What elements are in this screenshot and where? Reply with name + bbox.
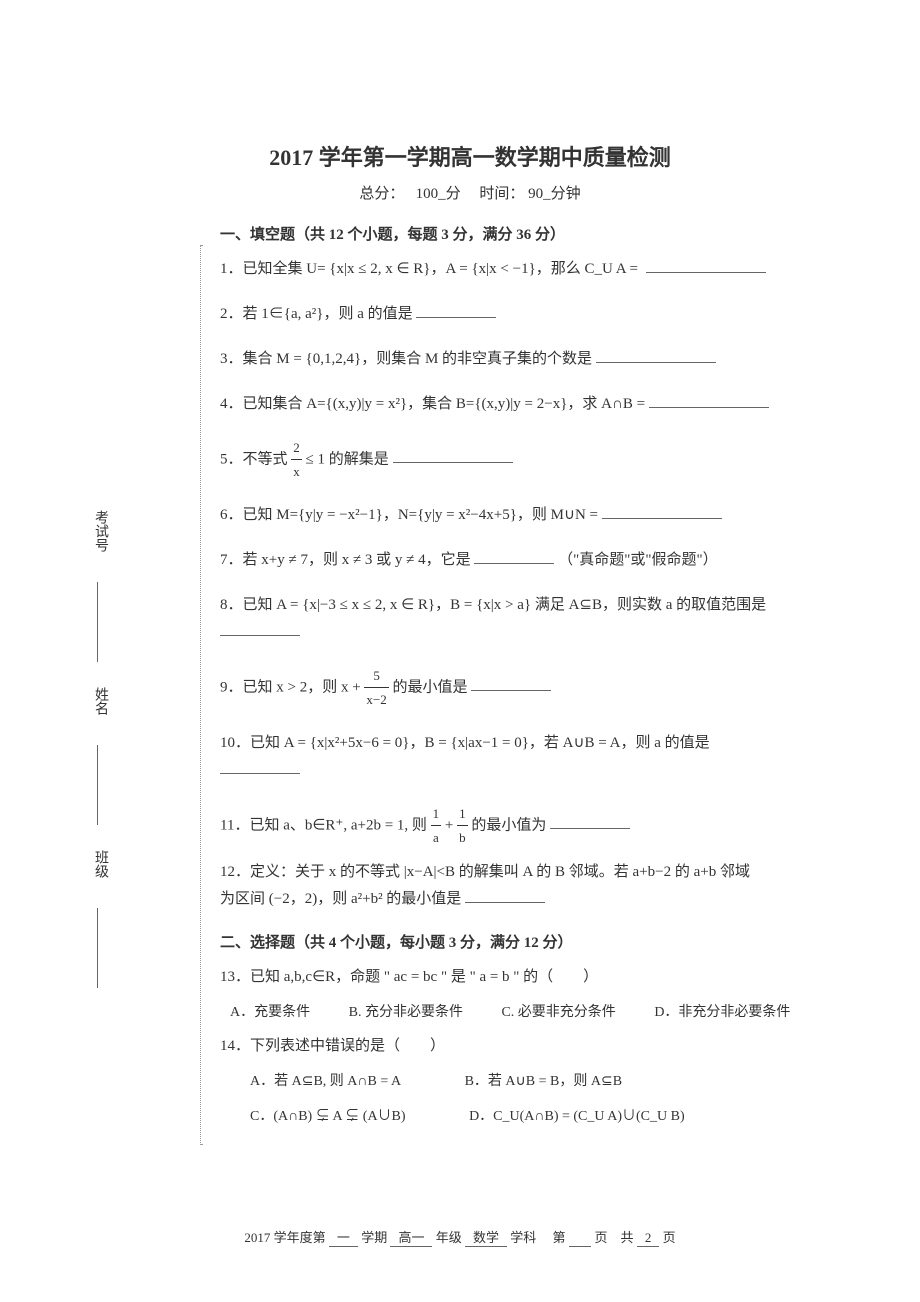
time-label: 时间： bbox=[479, 186, 524, 202]
section2-header: 二、选择题（共 4 个小题，每小题 3 分，满分 12 分） bbox=[220, 931, 870, 952]
q4-text: 4．已知集合 A={(x,y)|y = x²}，集合 B={(x,y)|y = … bbox=[220, 396, 645, 412]
footer-subject: 数学 bbox=[465, 1227, 507, 1247]
q8-blank bbox=[220, 621, 300, 636]
q11-f1-den: a bbox=[431, 826, 442, 849]
q5-blank bbox=[393, 448, 513, 463]
exam-subtitle: 总分： 100_分 时间： 90_分钟 bbox=[70, 182, 870, 203]
q7-text: 7．若 x+y ≠ 7，则 x ≠ 3 或 y ≠ 4，它是 bbox=[220, 552, 471, 568]
q11-mid: + bbox=[445, 817, 457, 833]
q11-blank bbox=[550, 814, 630, 829]
q8-text: 8．已知 A = {x|−3 ≤ x ≤ 2, x ∈ R}，B = {x|x … bbox=[220, 597, 766, 613]
q9-blank bbox=[471, 676, 551, 691]
q14-options-row1: A．若 A⊆B, 则 A∩B = A B．若 A∪B = B，则 A⊆B bbox=[250, 1070, 870, 1090]
footer-year: 2017 学年度第 bbox=[244, 1230, 325, 1245]
q9-suffix: 的最小值是 bbox=[393, 679, 468, 695]
q5-den: x bbox=[291, 460, 302, 483]
q4-blank bbox=[649, 393, 769, 408]
q14-opt-d: D．C_U(A∩B) = (C_U A)∪(C_U B) bbox=[469, 1105, 685, 1125]
q3-text: 3．集合 M = {0,1,2,4}，则集合 M 的非空真子集的个数是 bbox=[220, 351, 592, 367]
q13-opt-a: A．充要条件 bbox=[230, 1001, 310, 1021]
question-10: 10．已知 A = {x|x²+5x−6 = 0}，B = {x|ax−1 = … bbox=[220, 730, 870, 784]
q12-line2: 为区间 (−2，2)，则 a²+b² 的最小值是 bbox=[220, 891, 461, 907]
question-13: 13．已知 a,b,c∈R，命题 " ac = bc " 是 " a = b "… bbox=[220, 964, 870, 991]
q6-text: 6．已知 M={y|y = −x²−1}，N={y|y = x²−4x+5}，则… bbox=[220, 507, 598, 523]
footer-page-blank bbox=[569, 1230, 592, 1247]
q7-blank bbox=[474, 549, 554, 564]
question-1: 1．已知全集 U= {x|x ≤ 2, x ∈ R}，A = {x|x < −1… bbox=[220, 256, 870, 283]
footer-semester-label: 学期 bbox=[361, 1230, 387, 1245]
q2-text: 2．若 1∈{a, a²}，则 a 的值是 bbox=[220, 306, 413, 322]
q10-blank bbox=[220, 759, 300, 774]
footer-semester: 一 bbox=[329, 1227, 358, 1247]
footer-subject-label: 学科 bbox=[510, 1230, 536, 1245]
page-content: 2017 学年第一学期高一数学期中质量检测 总分： 100_分 时间： 90_分… bbox=[70, 140, 870, 1140]
q5-prefix: 5．不等式 bbox=[220, 451, 291, 467]
footer-page-label: 第 bbox=[553, 1230, 566, 1245]
question-3: 3．集合 M = {0,1,2,4}，则集合 M 的非空真子集的个数是 bbox=[220, 346, 870, 373]
footer-total-unit: 页 bbox=[663, 1230, 676, 1245]
time-value: 90_分钟 bbox=[528, 186, 581, 202]
q10-text: 10．已知 A = {x|x²+5x−6 = 0}，B = {x|ax−1 = … bbox=[220, 735, 710, 751]
q9-prefix: 9．已知 x > 2，则 x + bbox=[220, 679, 364, 695]
q5-num: 2 bbox=[291, 436, 302, 460]
q11-prefix: 11．已知 a、b∈R⁺, a+2b = 1, 则 bbox=[220, 817, 431, 833]
footer-total: 2 bbox=[637, 1230, 660, 1247]
footer-grade: 高一 bbox=[390, 1227, 432, 1247]
q11-f1-num: 1 bbox=[431, 802, 442, 826]
q12-line1: 12．定义：关于 x 的不等式 |x−A|<B 的解集叫 A 的 B 邻域。若 … bbox=[220, 864, 750, 880]
q1-text: 1．已知全集 U= {x|x ≤ 2, x ∈ R}，A = {x|x < −1… bbox=[220, 261, 638, 277]
question-5: 5．不等式 2 x ≤ 1 的解集是 bbox=[220, 436, 870, 484]
q14-opt-b: B．若 A∪B = B，则 A⊆B bbox=[465, 1070, 622, 1090]
section1-header: 一、填空题（共 12 个小题，每题 3 分，满分 36 分） bbox=[220, 223, 870, 244]
q9-num: 5 bbox=[364, 664, 388, 688]
question-4: 4．已知集合 A={(x,y)|y = x²}，集合 B={(x,y)|y = … bbox=[220, 391, 870, 418]
question-8: 8．已知 A = {x|−3 ≤ x ≤ 2, x ∈ R}，B = {x|x … bbox=[220, 592, 870, 646]
q14-opt-c: C．(A∩B) ⊊ A ⊊ (A∪B) bbox=[250, 1105, 406, 1125]
q1-blank bbox=[646, 258, 766, 273]
q11-f2-den: b bbox=[457, 826, 468, 849]
footer-grade-label: 年级 bbox=[436, 1230, 462, 1245]
q14-opt-a: A．若 A⊆B, 则 A∩B = A bbox=[250, 1070, 401, 1090]
page-footer: 2017 学年度第 一 学期 高一 年级 数学 学科 第 页 共 2 页 bbox=[0, 1227, 920, 1247]
question-12: 12．定义：关于 x 的不等式 |x−A|<B 的解集叫 A 的 B 邻域。若 … bbox=[220, 859, 870, 913]
question-11: 11．已知 a、b∈R⁺, a+2b = 1, 则 1 a + 1 b 的最小值… bbox=[220, 802, 870, 850]
question-2: 2．若 1∈{a, a²}，则 a 的值是 bbox=[220, 301, 870, 328]
q7-suffix: （"真命题"或"假命题"） bbox=[558, 552, 718, 568]
q6-blank bbox=[602, 504, 722, 519]
q3-blank bbox=[596, 348, 716, 363]
score-value: 100_分 bbox=[416, 186, 461, 202]
exam-title: 2017 学年第一学期高一数学期中质量检测 bbox=[70, 140, 870, 172]
score-prefix: 总分： bbox=[359, 186, 404, 202]
footer-total-label: 共 bbox=[621, 1230, 634, 1245]
q9-den: x−2 bbox=[364, 688, 388, 711]
q2-blank bbox=[416, 303, 496, 318]
question-14: 14．下列表述中错误的是（ ） bbox=[220, 1033, 870, 1060]
q13-opt-d: D．非充分非必要条件 bbox=[654, 1001, 790, 1021]
q13-opt-b: B. 充分非必要条件 bbox=[349, 1001, 463, 1021]
q11-frac2: 1 b bbox=[457, 802, 468, 850]
footer-page-unit: 页 bbox=[595, 1230, 608, 1245]
q11-f2-num: 1 bbox=[457, 802, 468, 826]
q12-blank bbox=[465, 888, 545, 903]
q11-suffix: 的最小值为 bbox=[471, 817, 546, 833]
q5-suffix: ≤ 1 的解集是 bbox=[306, 451, 389, 467]
q14-options-row2: C．(A∩B) ⊊ A ⊊ (A∪B) D．C_U(A∩B) = (C_U A)… bbox=[250, 1105, 870, 1125]
q11-frac1: 1 a bbox=[431, 802, 442, 850]
question-7: 7．若 x+y ≠ 7，则 x ≠ 3 或 y ≠ 4，它是 （"真命题"或"假… bbox=[220, 547, 870, 574]
q5-fraction: 2 x bbox=[291, 436, 302, 484]
q13-opt-c: C. 必要非充分条件 bbox=[501, 1001, 615, 1021]
q9-fraction: 5 x−2 bbox=[364, 664, 388, 712]
q13-options: A．充要条件 B. 充分非必要条件 C. 必要非充分条件 D．非充分非必要条件 bbox=[230, 1001, 870, 1021]
question-6: 6．已知 M={y|y = −x²−1}，N={y|y = x²−4x+5}，则… bbox=[220, 502, 870, 529]
question-9: 9．已知 x > 2，则 x + 5 x−2 的最小值是 bbox=[220, 664, 870, 712]
